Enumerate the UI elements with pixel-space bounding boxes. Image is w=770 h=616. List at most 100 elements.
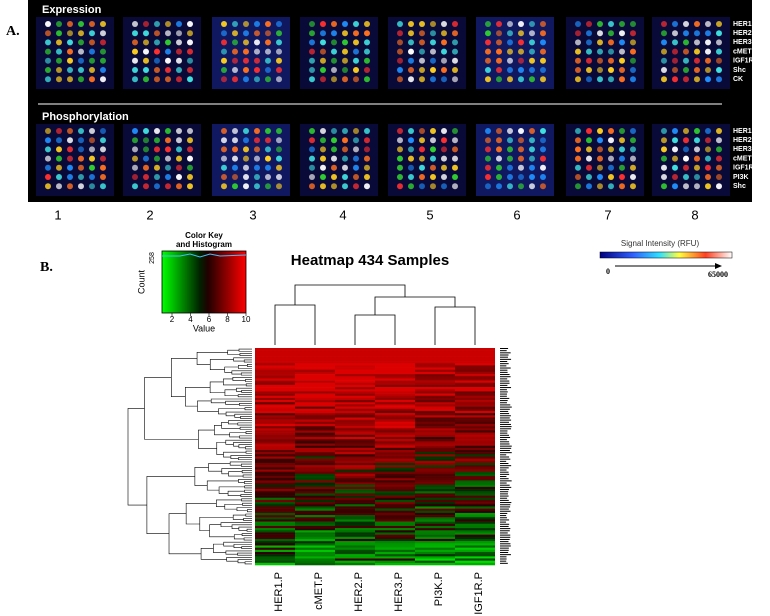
blot-spot [529,57,535,64]
heatmap-cell [455,456,495,459]
heatmap-cell [295,406,335,410]
heatmap-cell [295,371,335,375]
blot-spot [529,30,535,37]
blot-spot [331,183,337,190]
heatmap-cell [455,530,495,533]
row-side-label [500,545,511,547]
heatmap-cell [375,506,415,509]
blot-spot [683,183,689,190]
blot-spot [221,67,227,73]
blot-spot [441,76,447,83]
blot-spot [364,21,370,27]
blot-spot [419,30,425,37]
heatmap-cell [295,400,335,403]
heatmap-cell [415,402,455,405]
blot-spot [496,164,502,171]
blot-spot [331,164,337,171]
blot-spot [452,30,458,37]
heatmap-cell [335,558,375,561]
heatmap-cell [335,382,375,386]
heatmap-cell [375,478,415,481]
heatmap-cell [255,491,295,494]
blot-spot [265,155,271,162]
heatmap-cell [375,476,415,479]
blot-spot [672,128,678,134]
heatmap-cell [335,502,375,505]
row-side-label [500,551,509,553]
blot-spot [507,128,513,134]
blot-spot [78,128,84,134]
heatmap-cell [295,402,335,405]
blot-spot [408,67,414,73]
heatmap-cell [335,415,375,418]
heatmap-cell [375,391,415,394]
heatmap-cell [255,369,295,373]
heatmap-cell [335,356,375,360]
blot-spot [485,67,491,73]
blot-spot [683,67,689,73]
heatmap-cell [335,445,375,449]
blot-spot [221,57,227,64]
blot-spot [518,30,524,37]
blot-spot [540,67,546,73]
blot-spot [342,146,348,153]
key-tick-label: 4 [188,315,193,324]
blot-spot [78,57,84,64]
blot-spot [187,183,193,190]
heatmap-cell [335,441,375,444]
blot-spot [100,155,106,162]
blot-spot [254,146,260,153]
row-side-label [500,469,507,471]
heatmap-cell [415,449,455,453]
heatmap-cell [415,395,455,399]
heatmap-cell [335,404,375,407]
blot-spot [56,48,62,55]
heatmap-cell [255,532,295,535]
blot-spot [630,164,636,171]
blot-spot [89,137,95,144]
heatmap-cell [455,447,495,451]
heatmap-cell [455,384,495,388]
blot-spot [143,146,149,153]
blot-spot [705,155,711,162]
heatmap-cell [375,400,415,403]
row-side-label [500,482,507,484]
blot-spot [452,155,458,162]
heatmap-cell [375,384,415,388]
blot-spot [165,21,171,27]
blot-spot [56,128,62,134]
blot-spot [419,76,425,83]
heatmap-cell [455,426,495,429]
row-side-label [500,397,510,399]
heatmap-cell [415,400,455,403]
heatmap-cell [415,436,455,440]
blot-spot [540,48,546,55]
heatmap-cell [295,491,335,494]
heatmap-cell [295,430,335,433]
heatmap-cell [415,413,455,416]
blot-spot [221,30,227,37]
heatmap-cell [295,482,335,486]
blot-spot [485,155,491,162]
heatmap-cell [335,521,375,525]
blot-spot [320,30,326,37]
blot-spot [619,30,625,37]
heatmap-cell [415,482,455,486]
row-side-label [500,382,510,384]
blot-spot [165,164,171,171]
blot-spot [452,67,458,73]
blot-spot [221,146,227,153]
heatmap-cell [255,515,295,518]
heatmap-cell [295,361,335,364]
blot-spot [243,30,249,37]
blot-spot [408,128,414,134]
blot-spot [364,39,370,46]
blot-spot [276,183,282,190]
blot-spot [154,137,160,144]
heatmap-cell [295,519,335,522]
heatmap-cell [255,562,295,566]
heatmap-cell [255,543,295,546]
blot-spot [187,39,193,46]
blot-spot [452,174,458,180]
